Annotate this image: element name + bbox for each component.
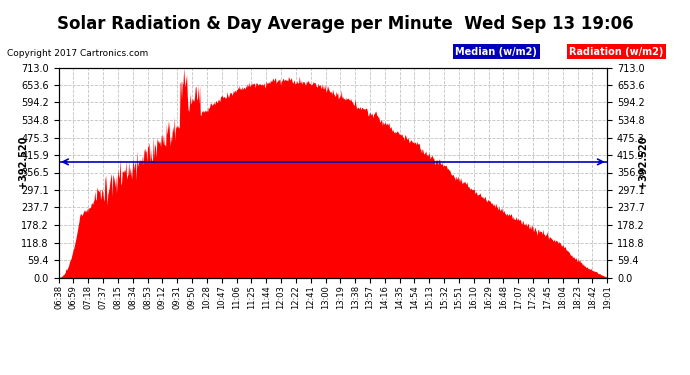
Text: Copyright 2017 Cartronics.com: Copyright 2017 Cartronics.com [7, 49, 148, 58]
Text: Median (w/m2): Median (w/m2) [455, 47, 538, 57]
Text: Radiation (w/m2): Radiation (w/m2) [569, 47, 664, 57]
Text: +392.520: +392.520 [638, 136, 648, 188]
Text: Solar Radiation & Day Average per Minute  Wed Sep 13 19:06: Solar Radiation & Day Average per Minute… [57, 15, 633, 33]
Text: +392.520: +392.520 [18, 136, 28, 188]
